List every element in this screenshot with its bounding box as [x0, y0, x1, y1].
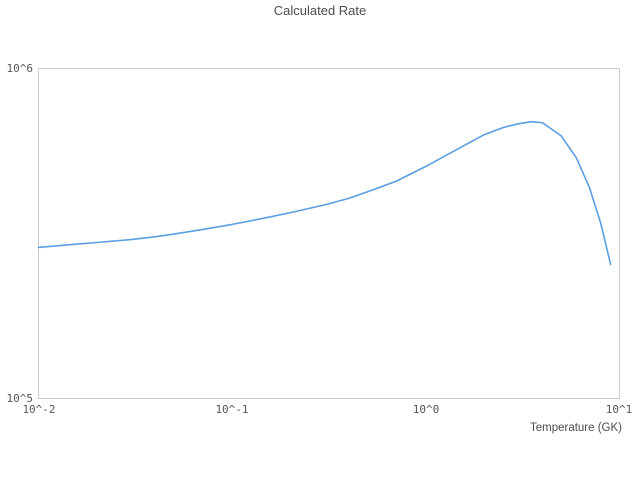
x-axis-title: Temperature (GK): [529, 422, 622, 434]
x-tick-label-1e1: 10^1: [605, 403, 633, 416]
chart-title: Calculated Rate: [273, 3, 367, 18]
x-tick-label-1e0: 10^0: [412, 403, 440, 416]
x-tick-label-1e-2: 10^-2: [22, 403, 56, 416]
x-tick-label-1e-1: 10^-1: [215, 403, 249, 416]
plot-area-border: [38, 68, 620, 399]
y-tick-label-1e5: 10^5: [6, 392, 34, 405]
rate-series-line: [37, 120, 612, 266]
y-tick-label-1e6: 10^6: [6, 62, 34, 75]
